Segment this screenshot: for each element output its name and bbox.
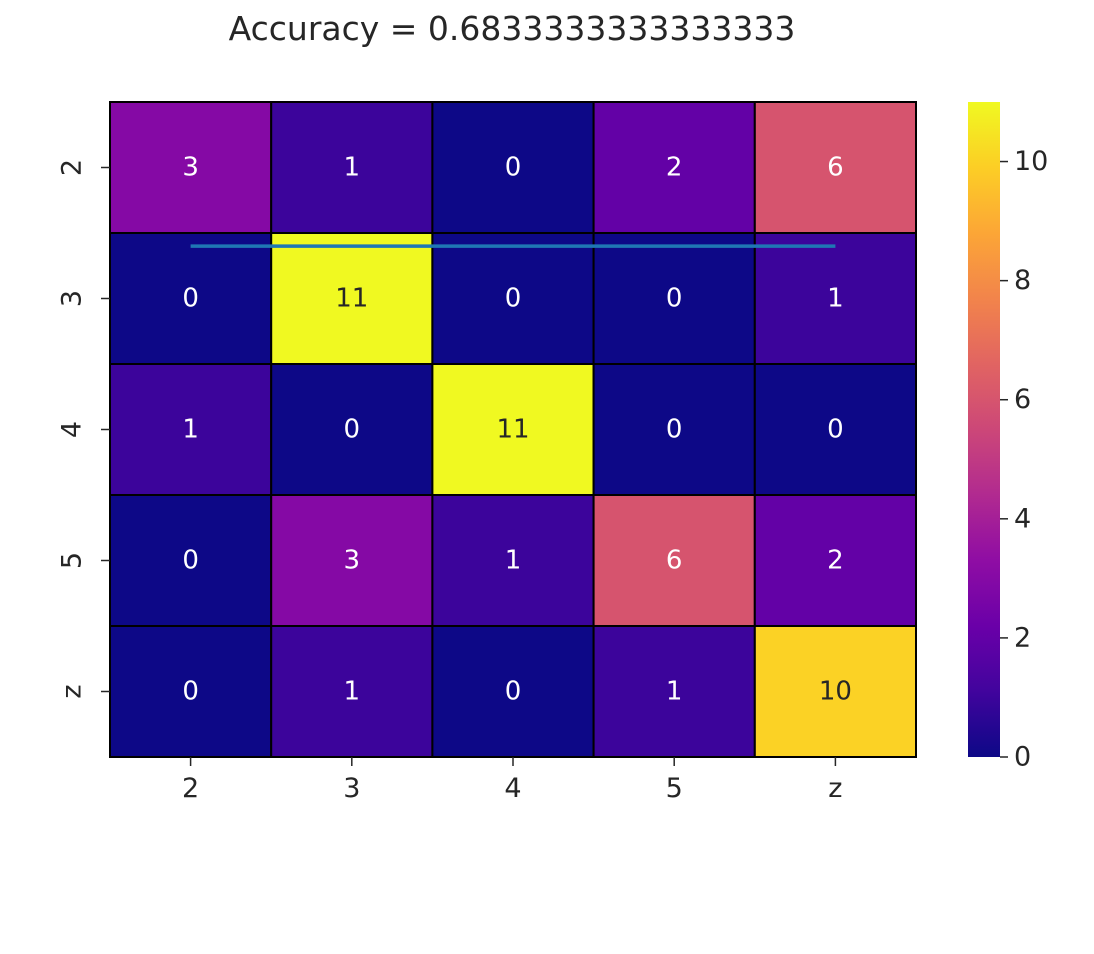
cell-value-label: 0 [666,284,683,314]
y-tick-label: z [57,684,88,698]
heatmap-cell [431,363,595,496]
heatmap-cell [270,232,434,365]
cell-value-label: 11 [496,415,529,445]
cell-value-label: 0 [182,546,199,576]
heatmap-cell [431,494,595,627]
heatmap-cell [753,363,917,496]
x-tick-label: 5 [666,773,683,804]
cell-value-label: 2 [666,153,683,183]
heatmap-cell [270,625,434,758]
cell-value-label: 11 [335,284,368,314]
cell-value-label: 0 [827,415,844,445]
heatmap-cell [270,494,434,627]
chart-title: Accuracy = 0.6833333333333333 [229,9,796,48]
x-tick-label: z [828,773,842,804]
heatmap-cell [431,232,595,365]
heatmap-cell [753,494,917,627]
x-tick-label: 2 [182,773,199,804]
heatmap-cell [431,625,595,758]
heatmap-cell [109,101,273,234]
cell-value-label: 6 [827,153,844,183]
x-tick-label: 3 [343,773,360,804]
heatmap-cell [753,625,917,758]
heatmap-cell [270,363,434,496]
cell-value-label: 6 [666,546,683,576]
y-tick-label: 4 [57,421,88,438]
heatmap-cell [592,494,756,627]
colorbar-tick-label: 6 [1014,384,1031,415]
cell-value-label: 0 [344,415,361,445]
heatmap-cell [109,494,273,627]
cell-value-label: 1 [505,546,522,576]
y-tick-label: 5 [57,552,88,569]
cell-value-label: 3 [182,153,199,183]
colorbar-tick-label: 2 [1014,622,1031,653]
heatmap-cell [753,232,917,365]
cell-value-label: 10 [819,677,852,707]
colorbar-tick-label: 4 [1014,503,1031,534]
cell-value-label: 0 [182,284,199,314]
colorbar-tick-label: 10 [1014,146,1048,177]
x-axis: 2 3 4 5 z [182,757,842,804]
colorbar-tick-label: 8 [1014,265,1031,296]
heatmap-cells [109,101,917,758]
cell-value-label: 0 [505,677,522,707]
cell-value-label: 2 [827,546,844,576]
heatmap-cell [592,232,756,365]
heatmap-cell-labels: 3 1 0 2 60 11 0 0 11 0 11 0 00 3 1 6 20 1 0 1 10 [182,153,852,707]
cell-value-label: 0 [505,153,522,183]
colorbar-gradient [968,102,1000,757]
cell-value-label: 1 [344,677,361,707]
cell-value-label: 1 [827,284,844,314]
y-tick-label: 2 [57,159,88,176]
heatmap-cell [109,625,273,758]
heatmap-cell [592,625,756,758]
heatmap-cell [592,363,756,496]
y-tick-label: 3 [57,290,88,307]
cell-value-label: 0 [666,415,683,445]
colorbar: 0 2 4 6 8 10 [968,102,1048,773]
cell-value-label: 1 [182,415,199,445]
heatmap-cell [431,101,595,234]
x-tick-label: 4 [504,773,521,804]
cell-value-label: 3 [344,546,361,576]
cell-value-label: 1 [666,677,683,707]
colorbar-tick-label: 0 [1014,742,1031,773]
cell-value-label: 0 [182,677,199,707]
cell-value-label: 0 [505,284,522,314]
cell-value-label: 1 [344,153,361,183]
y-axis: 2 3 4 5 z [57,159,110,699]
heatmap-cell [270,101,434,234]
